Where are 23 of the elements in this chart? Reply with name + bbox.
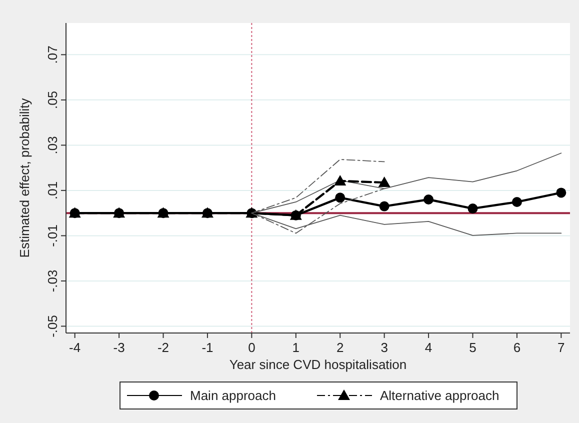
y-tick-label: -.03 <box>45 270 60 292</box>
y-tick-label: -.01 <box>45 224 60 247</box>
y-tick-label: .05 <box>45 90 60 109</box>
x-tick-label: 5 <box>469 340 476 355</box>
y-tick-label: .01 <box>45 181 60 200</box>
x-tick-label: 6 <box>513 340 521 355</box>
legend-label: Main approach <box>190 388 276 403</box>
x-tick-label: 3 <box>380 340 388 355</box>
legend-label: Alternative approach <box>380 388 500 403</box>
x-tick-label: 0 <box>248 340 256 355</box>
x-axis-title: Year since CVD hospitalisation <box>229 357 407 372</box>
x-tick-label: -3 <box>113 340 125 355</box>
x-tick-label: -4 <box>69 340 81 355</box>
y-tick-label: .03 <box>45 136 60 154</box>
x-tick-label: -2 <box>157 340 170 355</box>
y-axis-title: Estimated effect, probability <box>17 98 32 258</box>
x-tick-label: 7 <box>558 340 565 355</box>
y-tick-label: -.05 <box>45 315 60 338</box>
x-tick-label: 2 <box>336 340 344 355</box>
y-tick-label: .07 <box>45 46 60 64</box>
x-tick-label: 1 <box>292 340 300 355</box>
x-tick-label: -1 <box>202 340 214 355</box>
x-tick-label: 4 <box>424 340 432 355</box>
